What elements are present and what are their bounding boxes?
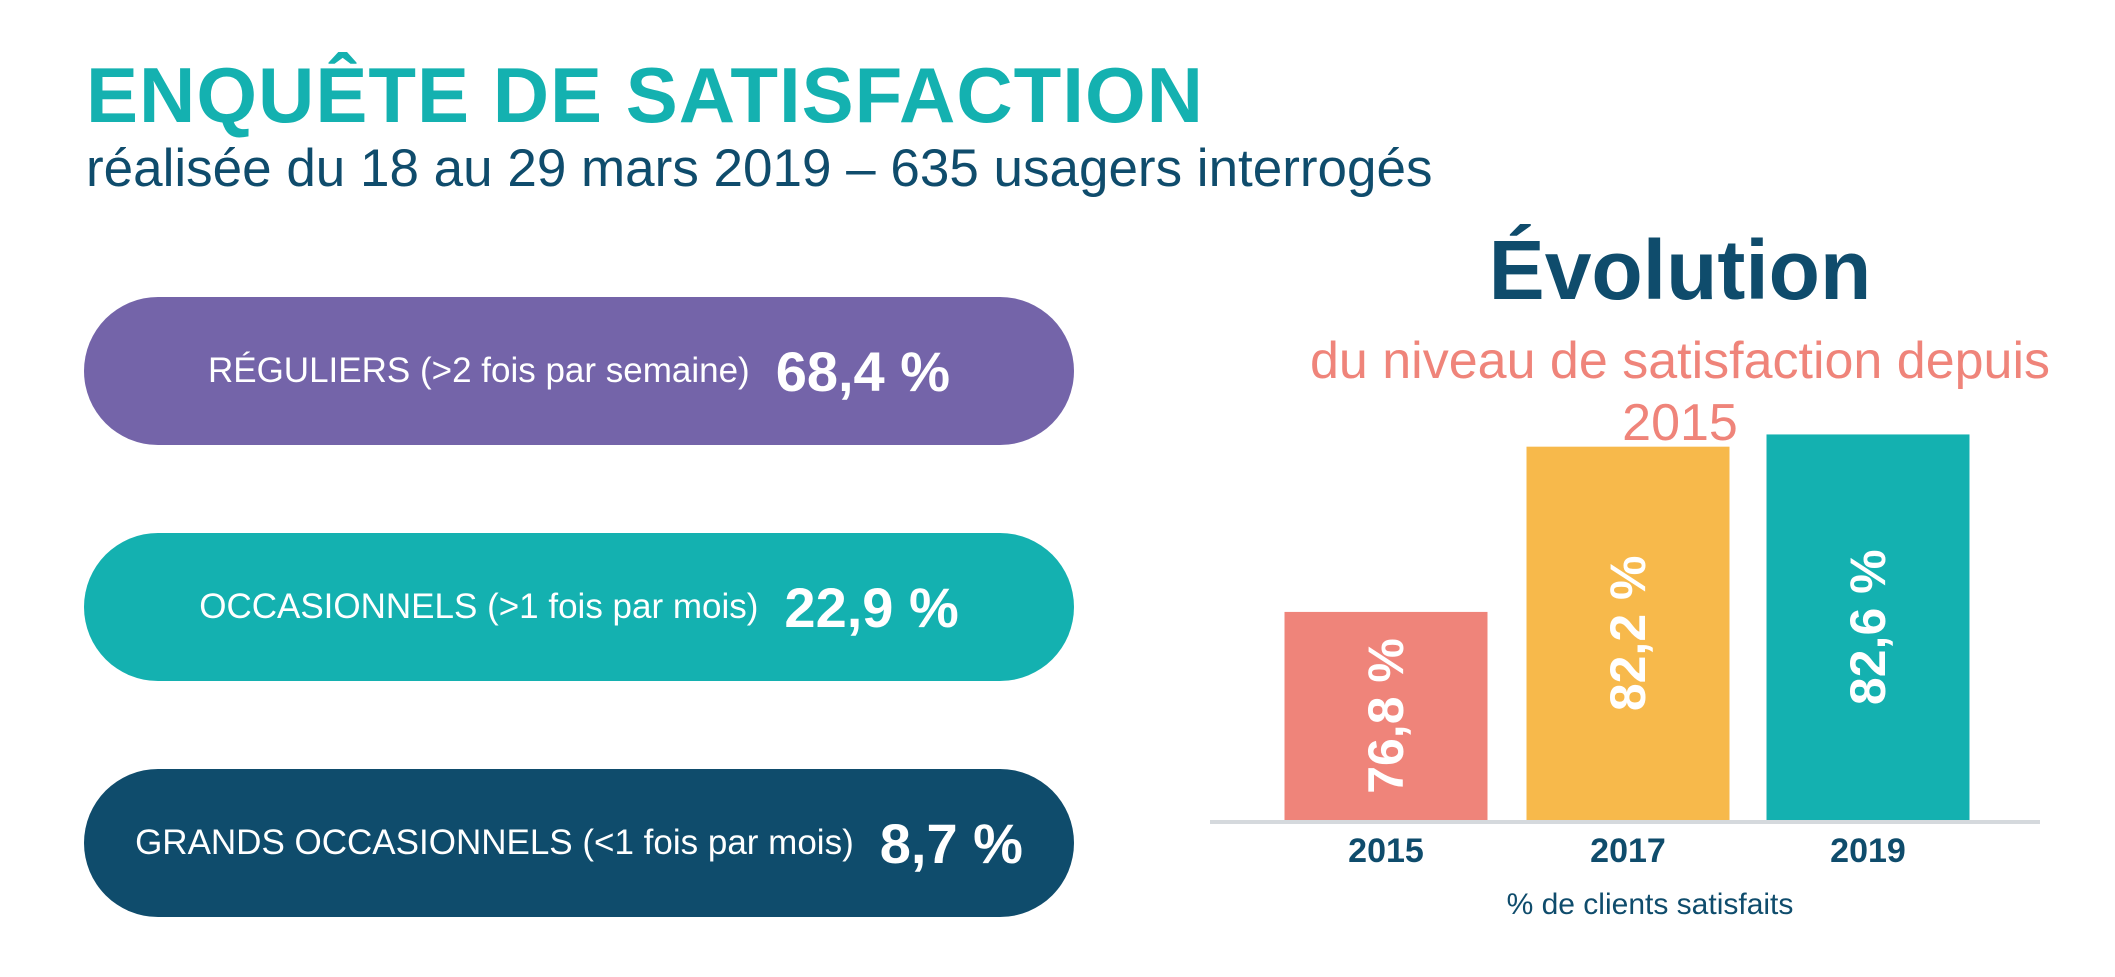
segment-rare-pill: GRANDS OCCASIONNELS (<1 fois par mois) 8… (84, 769, 1074, 917)
page-subtitle: réalisée du 18 au 29 mars 2019 – 635 usa… (86, 139, 1433, 198)
bar-value-label-2015: 76,8 % (1358, 638, 1414, 794)
segment-regular-label: RÉGULIERS (>2 fois par semaine) (208, 351, 750, 391)
segment-regular-value: 68,4 % (775, 339, 951, 403)
segment-regular-category: RÉGULIERS (207, 351, 411, 390)
bar-value-label-2019: 82,6 % (1840, 549, 1896, 705)
segment-regular-detail: (>2 fois par semaine) (419, 351, 750, 390)
segment-regular-pill: RÉGULIERS (>2 fois par semaine) 68,4 % (84, 297, 1074, 445)
segment-rare-value: 8,7 % (879, 811, 1023, 875)
x-tick-label-2017: 2017 (1590, 832, 1666, 870)
x-tick-label-2015: 2015 (1348, 832, 1424, 870)
segment-rare-label: GRANDS OCCASIONNELS (<1 fois par mois) (135, 823, 854, 863)
segment-occasional-detail: (>1 fois par mois) (487, 587, 759, 626)
page-title: ENQUÊTE DE SATISFACTION (86, 51, 1204, 139)
bar-2017 (1526, 446, 1730, 820)
chart-title: Évolution (1488, 223, 1872, 317)
segment-occasional-value: 22,9 % (784, 575, 959, 639)
segment-rare-detail: (<1 fois par mois) (582, 823, 854, 862)
bar-value-label-2017: 82,2 % (1600, 556, 1656, 712)
bar-2015 (1284, 611, 1488, 820)
x-tick-label-2019: 2019 (1830, 832, 1906, 870)
segment-occasional-label: OCCASIONNELS (>1 fois par mois) (199, 587, 758, 627)
chart-x-axis-label: % de clients satisfaits (1506, 888, 1794, 921)
bar-2019 (1766, 434, 1970, 820)
segment-occasional-category: OCCASIONNELS (199, 587, 478, 626)
segment-rare-category: GRANDS OCCASIONNELS (135, 823, 573, 862)
chart-subtitle: du niveau de satisfaction depuis 2015 (1309, 332, 2051, 453)
segment-occasional-pill: OCCASIONNELS (>1 fois par mois) 22,9 % (84, 533, 1074, 681)
